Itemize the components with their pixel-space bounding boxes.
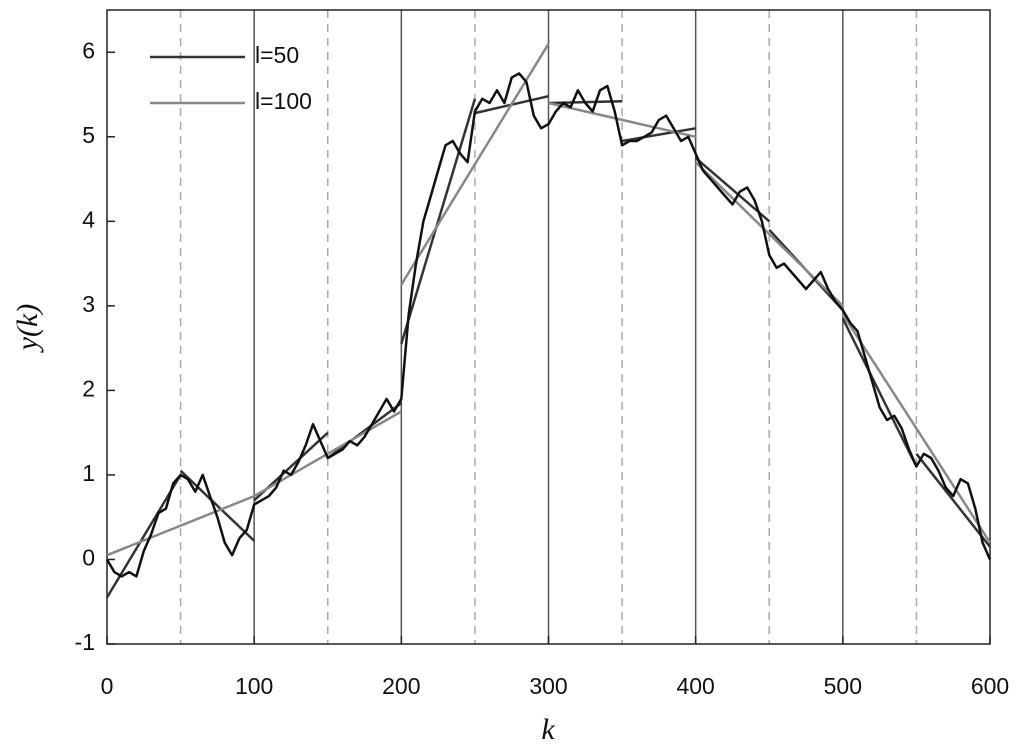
fit-segment [105,474,182,599]
y-tick-label: 5 [82,122,95,148]
profile-line [105,72,992,578]
y-tick-label: 2 [82,375,95,401]
y-tick-label: 6 [82,37,95,63]
y-tick-label: -1 [75,629,95,655]
fit-segment [327,402,403,460]
legend-label: l=100 [255,88,312,114]
fit-segment [621,127,696,143]
fit-segment [841,317,918,468]
fit-segment [253,410,402,498]
x-tick-label: 100 [235,673,273,699]
fit-segment [841,313,992,544]
fit-segment [179,469,256,542]
fit-segment [915,453,991,548]
fit-segment [548,101,696,139]
x-tick-label: 200 [382,673,420,699]
fit-segment [400,43,550,286]
fit-segment [106,494,255,557]
legend-label: l=50 [255,42,299,68]
x-tick-label: 500 [824,673,862,699]
y-tick-label: 0 [82,545,95,571]
y-axis-label: y(k) [11,304,44,354]
x-tick-label: 600 [971,673,1009,699]
x-tick-label: 0 [101,673,114,699]
x-tick-label: 300 [529,673,567,699]
y-tick-label: 3 [82,291,95,317]
fit-segment [694,161,844,307]
y-tick-label: 4 [82,206,95,232]
x-axis-label: k [541,713,555,746]
fit-segment [400,98,477,345]
x-tick-label: 400 [676,673,714,699]
y-tick-label: 1 [82,460,95,486]
